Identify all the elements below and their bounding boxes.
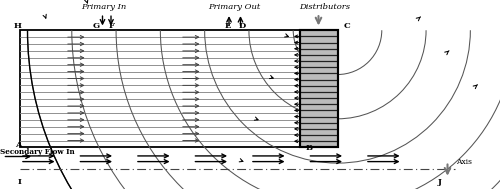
Text: I: I — [18, 178, 22, 186]
Text: J: J — [438, 178, 442, 186]
Text: F: F — [109, 22, 115, 29]
Text: G: G — [93, 22, 100, 29]
Bar — [300, 30, 338, 147]
Text: A: A — [15, 141, 21, 149]
Text: Secondary Flow In: Secondary Flow In — [0, 148, 75, 156]
Bar — [20, 30, 300, 147]
Text: D: D — [238, 22, 246, 29]
Text: B: B — [306, 144, 312, 152]
Text: Axis: Axis — [456, 158, 472, 166]
Text: E: E — [224, 22, 230, 29]
Text: C: C — [344, 22, 351, 29]
Text: Distributors: Distributors — [300, 3, 350, 11]
Bar — [300, 30, 338, 147]
Text: H: H — [14, 22, 22, 29]
Text: Primary Out: Primary Out — [208, 3, 260, 11]
Text: Primary In: Primary In — [82, 3, 126, 11]
